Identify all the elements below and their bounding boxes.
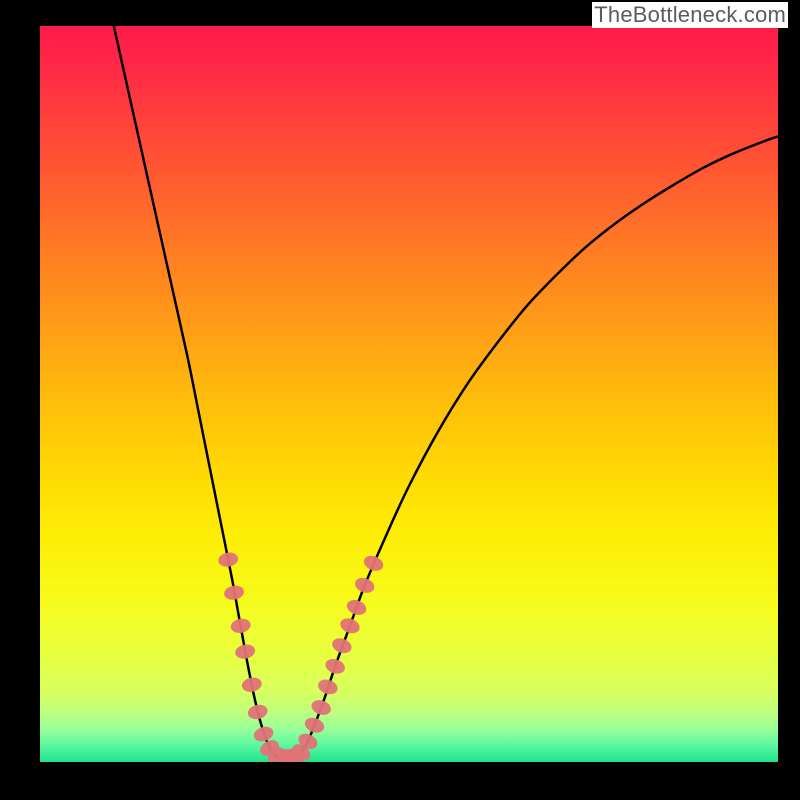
data-marker [223, 584, 245, 601]
curve-layer [40, 26, 778, 762]
data-marker [234, 643, 256, 660]
data-marker [296, 731, 320, 752]
chart-frame: TheBottleneck.com [0, 0, 800, 800]
data-marker [303, 715, 327, 735]
data-marker [345, 597, 369, 617]
data-marker [289, 741, 313, 762]
watermark-text: TheBottleneck.com [592, 2, 788, 28]
data-marker [353, 575, 377, 595]
data-marker [309, 698, 332, 718]
data-marker [281, 748, 297, 762]
data-marker [264, 744, 287, 762]
data-marker [257, 737, 281, 759]
plot-area [40, 26, 778, 762]
data-marker [362, 553, 386, 573]
data-marker [217, 551, 239, 568]
data-marker [284, 745, 306, 762]
data-marker [252, 724, 275, 744]
bottleneck-curve [114, 26, 778, 760]
data-marker [338, 616, 362, 636]
data-marker [330, 636, 354, 656]
data-marker [246, 703, 269, 721]
data-marker [230, 617, 252, 634]
data-marker [275, 748, 293, 762]
data-marker [316, 677, 339, 697]
marker-layer [40, 26, 778, 762]
data-marker [241, 676, 263, 694]
data-marker [323, 656, 346, 676]
